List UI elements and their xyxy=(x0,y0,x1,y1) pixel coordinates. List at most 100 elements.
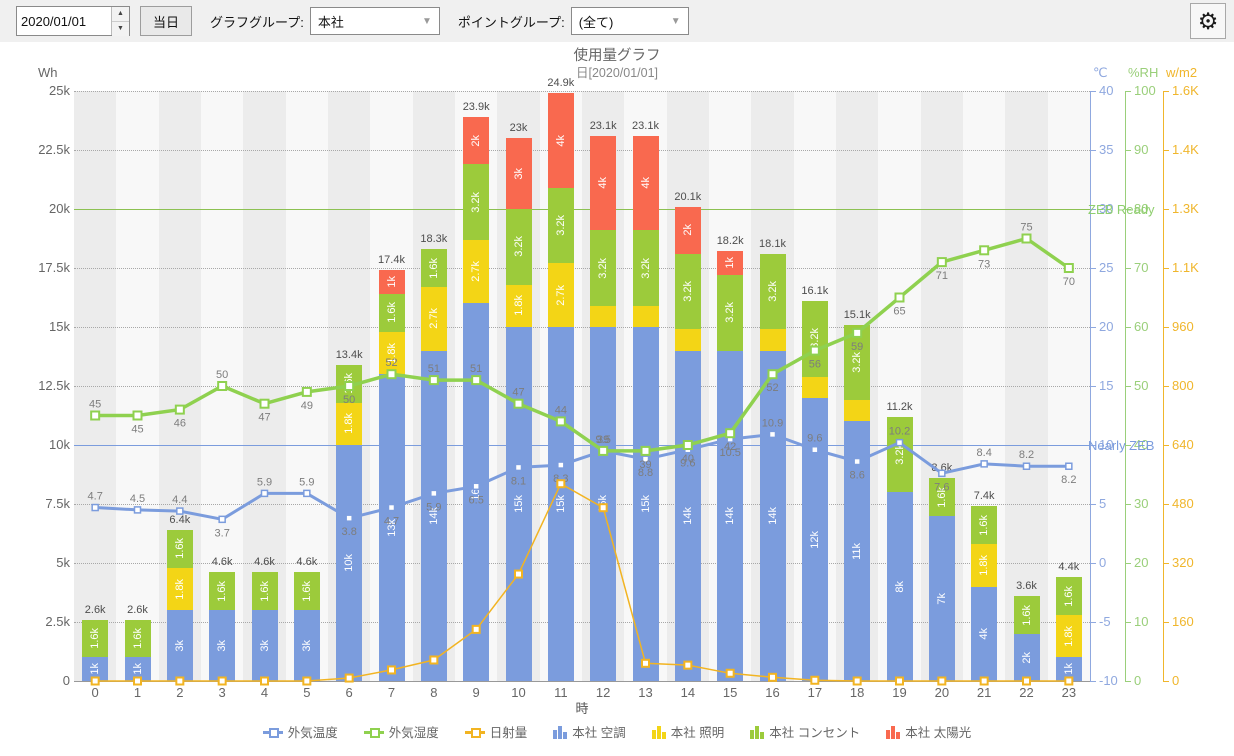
x-tick-label: 0 xyxy=(91,685,99,700)
y-right-tick xyxy=(1125,327,1131,328)
bar-segment-lighting xyxy=(759,329,786,351)
date-spinner-down-icon[interactable]: ▼ xyxy=(112,22,129,36)
y-right-tick-label: 20 xyxy=(1134,555,1149,570)
bar-segment-lighting: 1.8k xyxy=(971,544,998,587)
bar-total-label: 18.3k xyxy=(420,233,448,246)
bar-segment-label: 14k xyxy=(427,506,440,525)
y-left-tick-label: 10k xyxy=(49,437,70,452)
settings-button[interactable]: ⚙ xyxy=(1190,3,1226,39)
legend-item-outdoor-humidity[interactable]: 外気湿度 xyxy=(363,722,439,741)
bar-segment-label: 1.6k xyxy=(258,580,271,602)
y-right-tick xyxy=(1163,209,1169,210)
bar-total-label: 8.6k xyxy=(931,462,953,475)
legend-label: 本社 コンセント xyxy=(769,726,861,740)
legend-item-outdoor-temp[interactable]: 外気温度 xyxy=(262,722,338,741)
y-right-tick xyxy=(1090,563,1096,564)
y-right-tick xyxy=(1125,150,1131,151)
legend-label: 日射量 xyxy=(489,726,528,740)
x-tick-label: 1 xyxy=(133,685,142,700)
x-tick-label: 13 xyxy=(638,685,653,700)
y-left-unit-label: Wh xyxy=(38,65,58,80)
legend-item-hq-solar[interactable]: 本社 太陽光 xyxy=(886,722,971,741)
legend-line-marker-icon xyxy=(464,726,485,738)
y-right-tick xyxy=(1090,681,1096,682)
y-right-tick xyxy=(1090,150,1096,151)
bar-segment-label: 1.6k xyxy=(1020,604,1033,626)
bar-segment-label: 1.8k xyxy=(1062,625,1075,647)
x-axis-line xyxy=(74,681,1090,682)
bar-segment-solar: 2k xyxy=(463,116,490,165)
y-right-tick xyxy=(1163,504,1169,505)
legend-bar-marker-icon xyxy=(750,725,765,739)
point-group-select[interactable]: (全て) ▼ xyxy=(570,7,689,35)
date-input[interactable] xyxy=(17,7,111,35)
bar-segment-label: 15k xyxy=(554,495,567,513)
bar-segment-ac: 15k xyxy=(547,327,574,681)
y-right-tick xyxy=(1090,209,1096,210)
y-right-tick xyxy=(1125,268,1131,269)
bar-segment-lighting: 1.8k xyxy=(505,284,532,327)
bar-segment-lighting: 2.7k xyxy=(463,239,490,304)
y-right-tick xyxy=(1125,504,1131,505)
bar-segment-label: 1.6k xyxy=(978,514,991,536)
y-left-tick-label: 15k xyxy=(49,319,70,334)
bar-segment-label: 15k xyxy=(639,495,652,513)
x-tick-label: 12 xyxy=(595,685,611,700)
bar-segment-lighting xyxy=(801,376,828,398)
y-right-tick-label: 40 xyxy=(1099,83,1114,98)
bar-segment-ac: 3k xyxy=(293,610,320,681)
bar-segment-outlet: 3.2k xyxy=(632,230,659,306)
date-spinner-up-icon[interactable]: ▲ xyxy=(112,7,129,22)
bar-total-label: 3.6k xyxy=(1016,580,1037,593)
y-right-tick-label: 10 xyxy=(1134,614,1149,629)
legend: 外気温度 外気湿度 日射量 本社 空調 本社 照明 本社 コンセント 本社 太陽光 xyxy=(0,722,1234,741)
bar-segment-ac: 1k xyxy=(1055,657,1082,681)
bar-segment-ac: 14k xyxy=(717,350,744,681)
bar-total-label: 24.9k xyxy=(547,77,575,90)
bar-segment-label: 3.2k xyxy=(766,281,779,302)
y-right-tick xyxy=(1090,504,1096,505)
bar-segment-label: 1.6k xyxy=(343,373,356,395)
y-right-tick xyxy=(1125,622,1131,623)
today-button[interactable]: 当日 xyxy=(140,6,193,36)
y-right-tick-label: 50 xyxy=(1134,378,1149,393)
bar-segment-outlet: 1.6k xyxy=(293,572,320,611)
y-right-tick xyxy=(1090,268,1096,269)
bar-segment-label: 3.2k xyxy=(554,215,567,236)
ref-line-nearly-zeb xyxy=(74,445,1090,446)
legend-item-solar-radiation[interactable]: 日射量 xyxy=(464,722,528,741)
legend-item-hq-ac[interactable]: 本社 空調 xyxy=(553,722,626,741)
x-tick-label: 14 xyxy=(680,685,696,700)
legend-item-hq-outlet[interactable]: 本社 コンセント xyxy=(750,722,860,741)
bar-segment-label: 2k xyxy=(681,224,694,237)
legend-line-marker-icon xyxy=(363,726,384,738)
y-right-tick-label: 35 xyxy=(1099,142,1114,157)
bar-segment-ac: 15k xyxy=(590,327,617,681)
chart-subtitle: 日[2020/01/01] xyxy=(575,66,658,80)
ref-label-nearly-zeb: Nearly ZEB xyxy=(1088,438,1155,453)
bar-segment-label: 7k xyxy=(935,592,948,605)
bar-segment-label: 1.6k xyxy=(300,580,313,602)
y-right-tick-label: 800 xyxy=(1172,378,1194,393)
bar-segment-label: 2.7k xyxy=(470,261,483,282)
x-tick-label: 20 xyxy=(934,685,950,700)
y-right-tick-label: 60 xyxy=(1134,319,1149,334)
y-right-tick xyxy=(1090,91,1096,92)
bar-segment-label: 1k xyxy=(385,276,398,288)
x-tick-label: 8 xyxy=(430,685,438,700)
bar-segment-label: 15k xyxy=(512,495,525,513)
bar-segment-outlet: 1.6k xyxy=(82,619,109,658)
legend-label: 本社 照明 xyxy=(670,726,725,740)
y-right-tick-label: 1.1K xyxy=(1172,260,1199,275)
bar-segment-label: 11k xyxy=(851,542,864,560)
graph-group-select[interactable]: 本社 ▼ xyxy=(309,7,440,35)
bar-segment-label: 8k xyxy=(893,580,906,593)
bar-segment-label: 1k xyxy=(1062,663,1075,675)
bar-segment-ac: 14k xyxy=(759,350,786,681)
y-right-unit-label: ℃ xyxy=(1093,65,1108,80)
bar-segment-label: 3.2k xyxy=(512,236,525,258)
bar-segment-outlet: 1.6k xyxy=(420,249,447,287)
x-tick-label: 5 xyxy=(303,685,311,700)
bar-segment-ac: 8k xyxy=(886,492,913,681)
legend-item-hq-lighting[interactable]: 本社 照明 xyxy=(651,722,725,741)
